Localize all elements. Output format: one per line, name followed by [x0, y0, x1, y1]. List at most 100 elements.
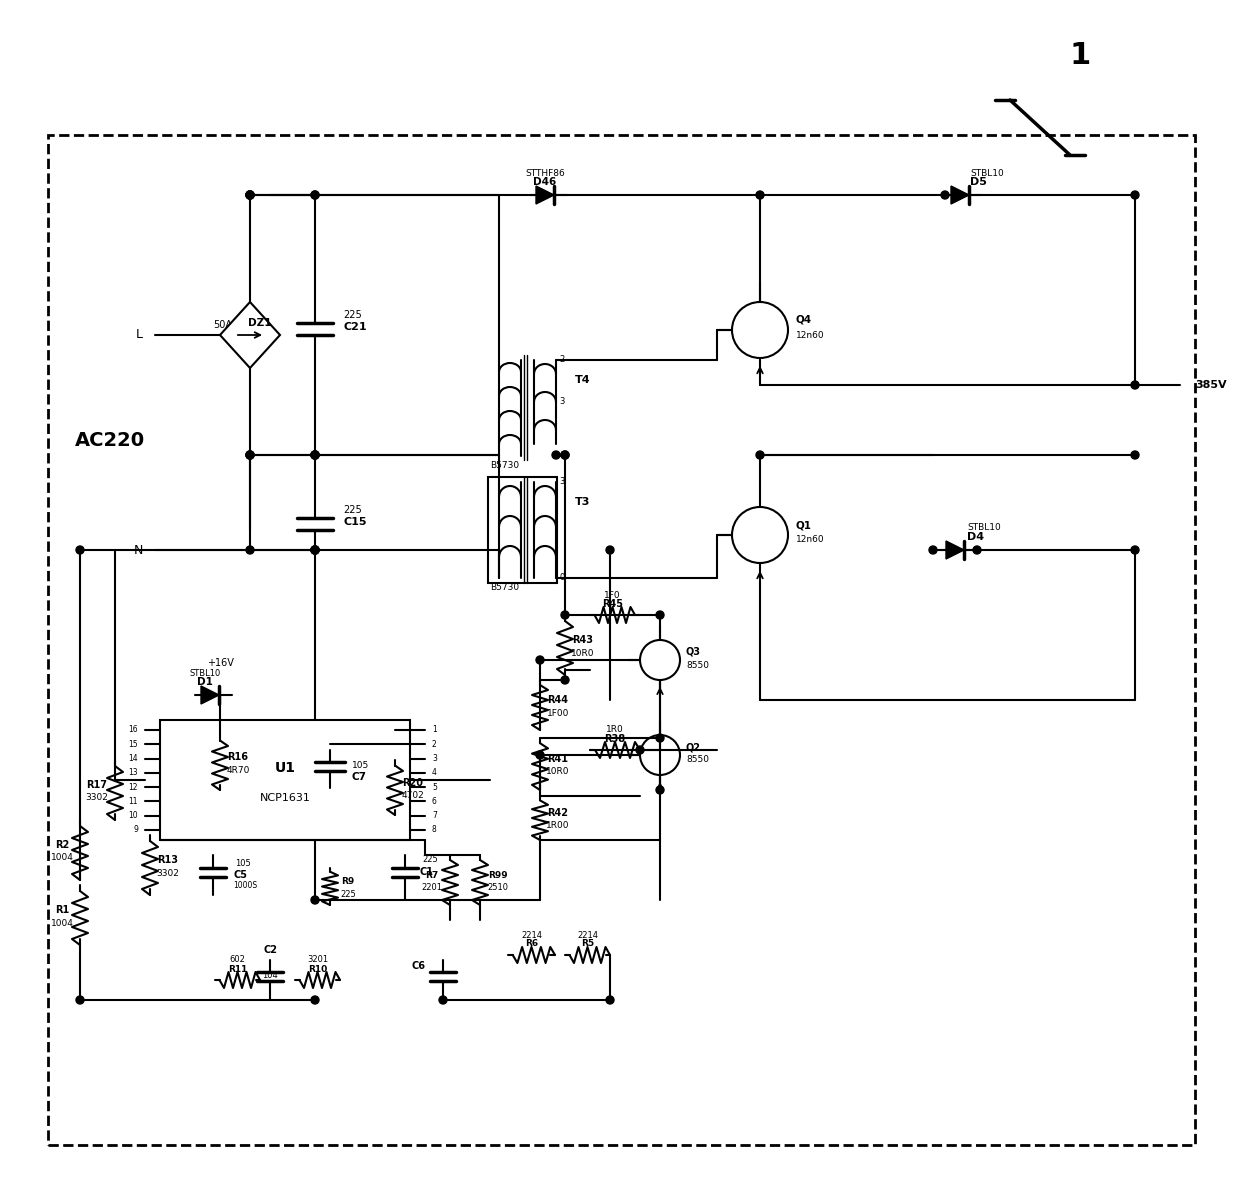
Text: C1: C1	[420, 867, 434, 877]
Text: R1: R1	[55, 905, 69, 915]
Text: R41: R41	[548, 755, 568, 764]
Text: 2201: 2201	[422, 883, 443, 893]
Text: R9: R9	[341, 877, 355, 886]
Text: 225: 225	[340, 890, 356, 899]
Text: 105: 105	[352, 760, 370, 770]
Circle shape	[311, 451, 319, 459]
Polygon shape	[946, 541, 963, 559]
Circle shape	[311, 546, 319, 554]
Text: C6: C6	[410, 961, 425, 971]
Text: B5730: B5730	[491, 584, 520, 592]
Circle shape	[1131, 451, 1140, 459]
Circle shape	[311, 191, 319, 199]
Circle shape	[311, 451, 319, 459]
Text: STBL10: STBL10	[970, 168, 1003, 178]
Text: 11: 11	[129, 797, 138, 806]
Text: 9: 9	[133, 826, 138, 834]
Text: 1004: 1004	[51, 853, 73, 863]
Text: 4R70: 4R70	[227, 766, 249, 775]
Text: R5: R5	[580, 939, 594, 949]
Text: +16V: +16V	[207, 658, 233, 668]
Text: R6: R6	[525, 939, 538, 949]
Text: D4: D4	[967, 532, 985, 542]
Text: 1: 1	[432, 726, 436, 734]
Text: 225: 225	[422, 856, 438, 864]
Text: Q3: Q3	[686, 647, 701, 657]
Text: 7: 7	[432, 812, 436, 820]
Text: R7: R7	[425, 870, 439, 880]
Text: 3302: 3302	[156, 869, 180, 877]
Circle shape	[246, 191, 254, 199]
Circle shape	[246, 191, 254, 199]
Circle shape	[552, 451, 560, 459]
Text: 2214: 2214	[521, 931, 542, 939]
Circle shape	[560, 451, 569, 459]
Text: 3: 3	[432, 755, 436, 763]
Circle shape	[656, 611, 663, 619]
Circle shape	[311, 546, 319, 554]
Circle shape	[536, 751, 544, 759]
Text: C21: C21	[343, 322, 367, 333]
Text: R42: R42	[548, 808, 568, 818]
Text: STBL10: STBL10	[967, 523, 1001, 533]
Text: 2214: 2214	[577, 931, 598, 939]
Text: L: L	[136, 329, 143, 341]
Text: R11: R11	[228, 964, 247, 974]
Circle shape	[246, 451, 254, 459]
Polygon shape	[951, 186, 968, 204]
Text: 13: 13	[129, 769, 138, 777]
Circle shape	[560, 611, 569, 619]
Text: 12n60: 12n60	[796, 535, 825, 545]
Text: 1R00: 1R00	[547, 821, 569, 831]
Circle shape	[756, 191, 764, 199]
Polygon shape	[219, 302, 280, 368]
Circle shape	[439, 997, 446, 1004]
Text: 225: 225	[343, 310, 362, 319]
Text: R2: R2	[55, 840, 69, 850]
Text: R43: R43	[573, 635, 594, 645]
Text: R16: R16	[227, 752, 248, 763]
Text: R20: R20	[403, 777, 424, 788]
Text: 0: 0	[559, 573, 564, 583]
Circle shape	[311, 451, 319, 459]
Circle shape	[560, 451, 569, 459]
Text: Q4: Q4	[796, 315, 812, 325]
Text: 12n60: 12n60	[796, 330, 825, 340]
Text: 1F0: 1F0	[604, 590, 621, 600]
Text: 4: 4	[432, 769, 436, 777]
Text: 12: 12	[129, 783, 138, 791]
Text: 16: 16	[129, 726, 138, 734]
Text: 8: 8	[432, 826, 436, 834]
Circle shape	[246, 451, 254, 459]
Text: 105: 105	[236, 858, 250, 868]
Text: NCP1631: NCP1631	[259, 793, 310, 803]
Circle shape	[1131, 546, 1140, 554]
Text: 385V: 385V	[1195, 380, 1226, 390]
Text: R45: R45	[601, 600, 622, 609]
Text: 1000S: 1000S	[233, 881, 257, 889]
Text: 4: 4	[559, 451, 564, 459]
Text: Q2: Q2	[686, 741, 701, 752]
Circle shape	[311, 191, 319, 199]
Text: D46: D46	[533, 176, 557, 187]
Circle shape	[606, 997, 614, 1004]
Text: 104: 104	[262, 970, 278, 980]
Polygon shape	[536, 186, 554, 204]
Text: 1F00: 1F00	[547, 708, 569, 718]
Circle shape	[76, 546, 84, 554]
Text: 8550: 8550	[686, 660, 709, 670]
Text: 3: 3	[559, 478, 564, 486]
Text: 15: 15	[129, 740, 138, 749]
Circle shape	[973, 546, 981, 554]
Text: T4: T4	[575, 375, 590, 385]
Circle shape	[941, 191, 949, 199]
Circle shape	[1131, 191, 1140, 199]
Text: STBL10: STBL10	[190, 669, 221, 677]
Circle shape	[311, 546, 319, 554]
Text: 4702: 4702	[402, 791, 424, 800]
Text: C15: C15	[343, 517, 367, 527]
Text: N: N	[134, 544, 143, 557]
Text: 10R0: 10R0	[547, 768, 569, 776]
Text: B5730: B5730	[491, 460, 520, 470]
Text: Q1: Q1	[796, 520, 812, 530]
